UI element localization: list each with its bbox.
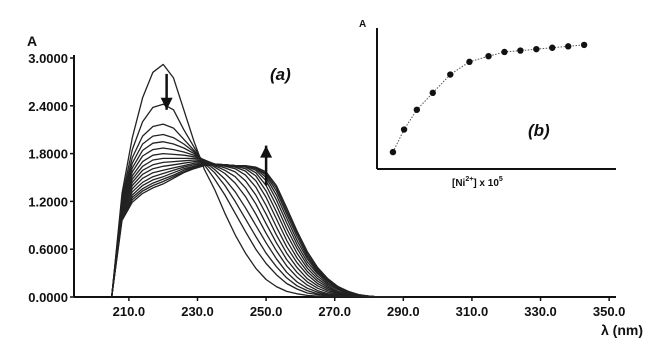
inset-fit-curve [392, 44, 585, 153]
y-tick-label: 0.0000 [28, 290, 68, 305]
x-tick-label: 310.0 [456, 304, 489, 319]
inset-data-point [517, 47, 524, 54]
y-tick-label: 1.2000 [28, 194, 68, 209]
y-tick-label: 1.8000 [28, 147, 68, 162]
main-y-axis-label: A [27, 33, 37, 49]
inset-data-point [501, 48, 508, 56]
inset-data-point [400, 126, 408, 133]
inset-data-point [485, 53, 492, 60]
spectrum-line-10 [111, 160, 404, 298]
inset-data-point [533, 45, 540, 53]
x-tick-label: 250.0 [250, 304, 283, 319]
spectrum-line-1 [111, 63, 404, 298]
spectrum-line-5 [111, 141, 404, 298]
inset-data-point [389, 148, 397, 156]
inset-panel-label: (b) [528, 121, 550, 140]
inset-data-point [580, 41, 588, 49]
y-tick-label: 0.6000 [28, 242, 68, 257]
inset-x-axis-label: [Ni2+] x 105 [452, 176, 503, 189]
inset-x-label-pre: [Ni [452, 178, 466, 189]
x-tick-label: 270.0 [318, 304, 351, 319]
inset-data-point [447, 71, 454, 78]
inset-binding-curve-chart: A [Ni2+] x 105 (b) [359, 19, 616, 189]
main-panel-label: (a) [270, 65, 291, 84]
inset-y-axis-label: A [359, 19, 366, 30]
inset-x-label-sup: 2+ [465, 176, 473, 183]
main-x-ticks: 210.0 230.0 250.0 270.0 290.0 310.0 330.0 350.0 [113, 297, 626, 319]
inset-x-label-post: ] x 10 [473, 178, 499, 189]
inset-data-point [413, 106, 421, 113]
spectrum-line-16 [111, 164, 404, 298]
inset-data-point [429, 89, 436, 97]
spectrum-line-2 [111, 103, 404, 298]
y-tick-label: 3.0000 [28, 51, 68, 66]
y-tick-label: 2.4000 [28, 99, 68, 114]
x-tick-label: 210.0 [113, 304, 146, 319]
main-y-ticks: 0.0000 0.6000 1.2000 1.8000 2.4000 3.0000 [28, 51, 74, 305]
inset-data-point [549, 44, 556, 51]
arrow-down [160, 73, 173, 110]
x-tick-label: 350.0 [593, 304, 626, 319]
inset-data-point [565, 43, 572, 50]
arrow-up [260, 145, 273, 186]
main-arrows [160, 73, 273, 186]
x-tick-label: 330.0 [524, 304, 557, 319]
inset-points [389, 41, 588, 156]
spectrum-line-4 [111, 133, 404, 298]
inset-x-label-sup2: 5 [499, 176, 503, 183]
main-x-axis-label: λ (nm) [601, 322, 643, 338]
spectrum-line-6 [111, 147, 404, 298]
inset-fit-line [392, 44, 585, 153]
x-tick-label: 290.0 [387, 304, 420, 319]
inset-data-point [466, 58, 473, 66]
main-series-group [111, 63, 404, 298]
x-tick-label: 230.0 [181, 304, 214, 319]
main-spectrum-chart: A λ (nm) (a) 0.0000 0.6000 1.2000 1.8000 2.4… [27, 33, 643, 338]
